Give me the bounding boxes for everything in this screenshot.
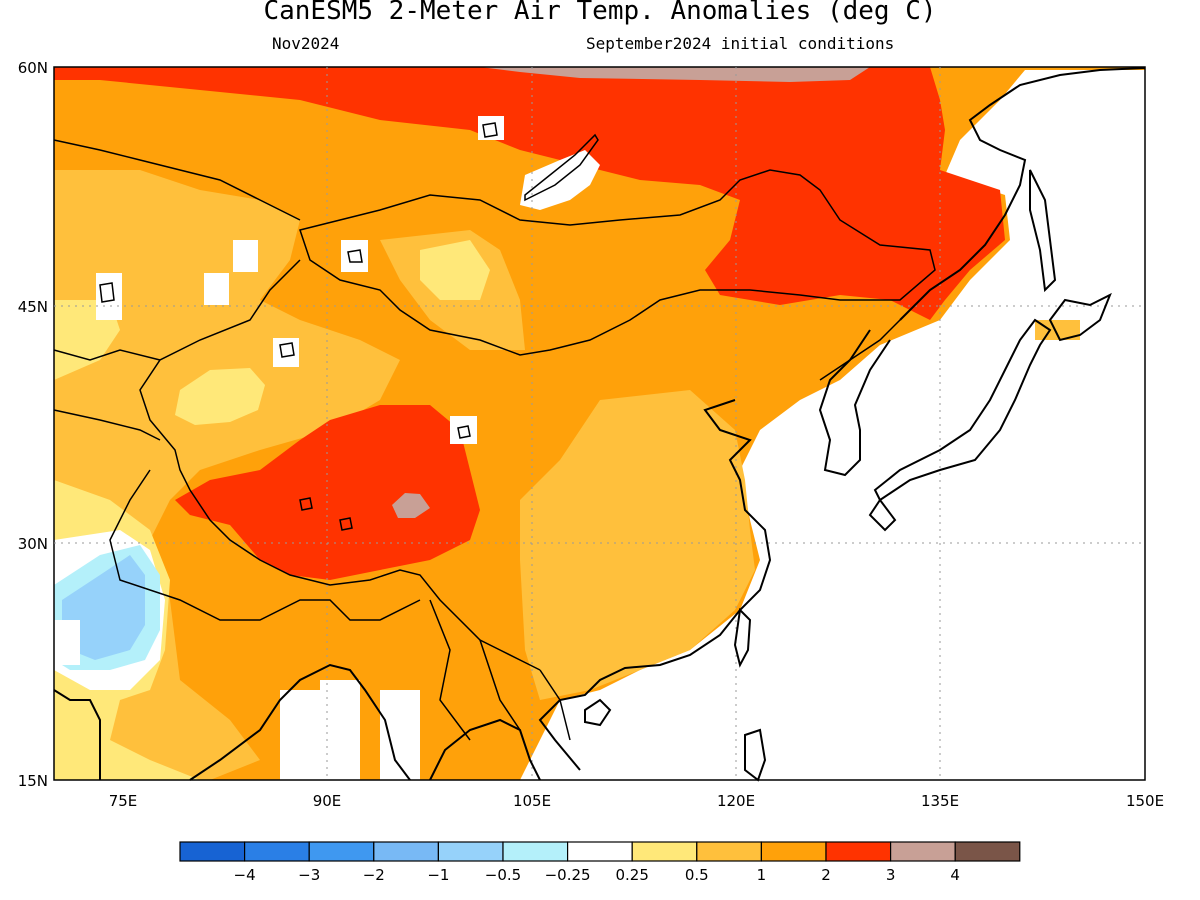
anomaly-region-0-25-to-0-5-tarim: [175, 368, 265, 425]
indochina-borders: [429, 599, 571, 741]
colorbar: −4 −3 −2 −1 −0.5 −0.25 0.25 0.5 1 2 3 4: [179, 841, 1021, 884]
masked-coast: [380, 690, 420, 780]
lat-axis: 60N 45N 30N 15N: [18, 59, 48, 790]
lake-baikal-outline: [524, 133, 599, 202]
anomaly-region-0-25-to-0-5-mongolia: [420, 240, 490, 300]
colorbar-swatch: [566, 841, 633, 862]
central-asia-borders: [53, 349, 161, 441]
coastlines: [53, 67, 1146, 782]
colorbar-swatch: [502, 841, 569, 862]
anomaly-region-2-to-3-tibet: [175, 405, 480, 580]
colorbar-swatch: [244, 841, 310, 862]
lon-label-105e: 105E: [513, 792, 551, 810]
lon-label-75e: 75E: [109, 792, 138, 810]
masked-lake: [341, 240, 368, 272]
lon-label-135e: 135E: [921, 792, 959, 810]
lat-label-15n: 15N: [18, 772, 48, 790]
masked-lake: [96, 273, 122, 320]
india-north-border: [109, 469, 421, 621]
russia-far-east-coast: [899, 67, 1146, 321]
forecast-month: Nov2024: [272, 34, 340, 53]
country-borders: [53, 133, 936, 741]
korea-coast: [818, 329, 891, 477]
india-west-coast: [53, 689, 101, 780]
sakhalin: [1029, 169, 1057, 293]
japan-kyushu: [868, 498, 897, 532]
colorbar-swatch: [631, 841, 698, 862]
masked-lake: [273, 338, 299, 367]
anomaly-field: [54, 67, 1145, 780]
hainan: [584, 698, 612, 727]
taiwan: [733, 607, 752, 668]
colorbar-label: 1: [757, 866, 767, 884]
colorbar-swatch: [179, 841, 246, 862]
lat-label-30n: 30N: [18, 535, 48, 553]
colorbar-swatch: [954, 841, 1021, 862]
tibet-lakes: [99, 122, 498, 531]
masked-coast: [320, 680, 360, 780]
colorbar-swatch: [696, 841, 762, 862]
map-frame: [53, 66, 1146, 781]
lat-label-60n: 60N: [18, 59, 48, 77]
masked-lake: [450, 416, 477, 444]
lon-label-120e: 120E: [717, 792, 755, 810]
china-west-border: [139, 259, 541, 671]
japan-hokkaido: [1048, 292, 1112, 342]
colorbar-label: 0.5: [685, 866, 709, 884]
japan-honshu: [873, 318, 1052, 502]
colorbar-swatch: [889, 841, 956, 862]
anomaly-region-2-to-3-siberia: [54, 67, 1005, 320]
colorbar-swatch: [437, 841, 504, 862]
anomaly-region-0-5-to-1-east: [520, 390, 755, 700]
colorbar-label: −2: [363, 866, 385, 884]
colorbar-swatch: [825, 841, 892, 862]
colorbar-label: −0.25: [545, 866, 591, 884]
luzon: [744, 728, 767, 782]
masked-coast: [280, 690, 320, 780]
masked-lake: [204, 273, 229, 305]
colorbar-swatch: [760, 841, 827, 862]
colorbar-label: 2: [821, 866, 831, 884]
korea-north-border: [819, 319, 901, 381]
indochina-coast: [429, 718, 541, 781]
masked-lake: [54, 620, 80, 665]
anomaly-region-3-to-4-tibet: [392, 493, 430, 518]
initial-conditions: September2024 initial conditions: [586, 34, 895, 53]
colorbar-label: −0.5: [485, 866, 521, 884]
lon-label-90e: 90E: [313, 792, 342, 810]
lon-label-150e: 150E: [1126, 792, 1164, 810]
colorbar-label: 4: [950, 866, 960, 884]
lon-axis: 75E 90E 105E 120E 135E 150E: [109, 792, 1164, 810]
kazakhstan-border: [53, 139, 301, 221]
colorbar-label: −3: [298, 866, 320, 884]
colorbar-label: −1: [427, 866, 449, 884]
colorbar-swatch: [308, 841, 375, 862]
colorbar-label: 3: [886, 866, 896, 884]
colorbar-label: 0.25: [615, 866, 648, 884]
lat-label-45n: 45N: [18, 298, 48, 316]
colorbar-label: −4: [234, 866, 256, 884]
map-title: CanESM5 2-Meter Air Temp. Anomalies (deg…: [263, 0, 937, 26]
colorbar-swatch: [373, 841, 439, 862]
bay-of-bengal-coast: [189, 663, 411, 781]
masked-lake: [233, 240, 258, 272]
mongolia-border: [299, 169, 936, 356]
anomaly-region-3-to-4-north: [480, 67, 870, 82]
